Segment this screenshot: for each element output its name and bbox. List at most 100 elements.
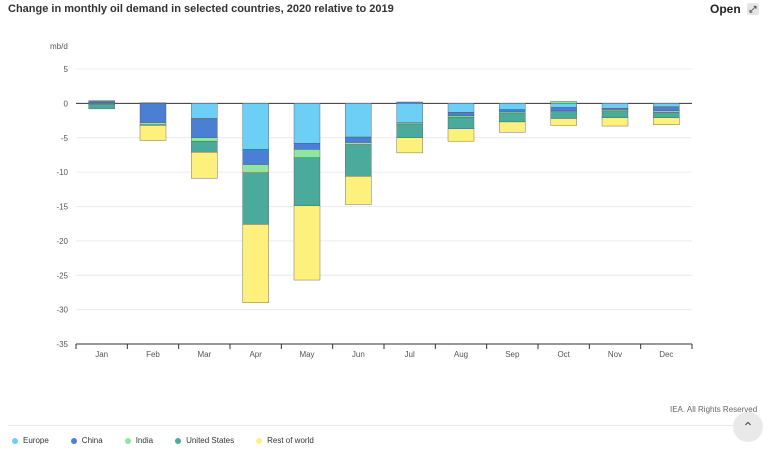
credit-text: IEA. All Rights Reserved: [670, 405, 758, 414]
bar-segment-united-states-mar[interactable]: [191, 140, 218, 153]
bar-segment-china-jan[interactable]: [88, 100, 115, 103]
legend-label: India: [135, 436, 154, 445]
bar-segment-rest-of-world-feb[interactable]: [139, 125, 167, 141]
y-tick-label: 5: [64, 65, 69, 74]
x-tick-label: Mar: [197, 350, 211, 359]
bar-segment-united-states-nov[interactable]: [601, 110, 629, 119]
bar-segment-united-states-dec[interactable]: [653, 112, 680, 119]
x-tick-label: Aug: [454, 350, 468, 359]
bar-segment-europe-mar[interactable]: [191, 103, 218, 119]
y-tick-label: -15: [56, 203, 68, 212]
bar-segment-europe-nov[interactable]: [601, 103, 629, 109]
bar-segment-india-jul[interactable]: [396, 122, 423, 125]
y-tick-label: -10: [56, 168, 68, 177]
y-tick-label: 0: [64, 99, 69, 108]
legend-item-india[interactable]: India: [124, 436, 154, 445]
bar-segment-china-jun[interactable]: [345, 136, 372, 143]
expand-icon: ⤢: [746, 3, 759, 15]
bar-segment-rest-of-world-may[interactable]: [293, 205, 321, 281]
bar-segment-europe-may[interactable]: [293, 103, 321, 144]
legend-item-china[interactable]: China: [70, 436, 103, 445]
x-tick-label: Jan: [95, 350, 108, 359]
x-tick-label: Oct: [557, 350, 570, 359]
x-tick-label: Apr: [249, 350, 262, 359]
bar-segment-united-states-aug[interactable]: [447, 116, 475, 130]
bar-segment-china-aug[interactable]: [447, 112, 475, 116]
y-tick-label: -5: [61, 134, 69, 143]
bar-segment-india-nov[interactable]: [601, 109, 629, 112]
legend-label: United States: [186, 436, 235, 445]
bar-segment-united-states-sep[interactable]: [499, 112, 526, 123]
bar-segment-india-feb[interactable]: [139, 122, 167, 125]
stacked-bar-chart: 5 0 -5 -10 -15 -20 -25 -30 -35 Jan Feb Mar Apr May Jun…: [50, 42, 693, 359]
bar-segment-rest-of-world-nov[interactable]: [601, 117, 629, 127]
y-tick-label: -25: [56, 271, 68, 280]
bar-segment-europe-sep[interactable]: [499, 103, 526, 110]
divider: [8, 425, 753, 426]
bar-segment-china-may[interactable]: [293, 143, 321, 150]
bar-segment-rest-of-world-dec[interactable]: [653, 117, 680, 125]
bar-segment-india-apr[interactable]: [242, 164, 269, 174]
legend-item-united-states[interactable]: United States: [175, 436, 234, 445]
y-tick-label: -20: [56, 237, 68, 246]
x-tick-label: Nov: [608, 350, 622, 359]
bar-segment-india-jun[interactable]: [345, 142, 372, 145]
bar-segment-china-mar[interactable]: [191, 118, 218, 138]
bar-segment-rest-of-world-sep[interactable]: [499, 121, 526, 133]
x-tick-label: Dec: [659, 350, 673, 359]
open-label: Open: [710, 2, 741, 16]
bar-segment-europe-oct[interactable]: [550, 103, 577, 108]
bar-segment-india-aug[interactable]: [447, 115, 475, 118]
bar-segment-china-jul[interactable]: [396, 101, 423, 104]
bar-segment-rest-of-world-apr[interactable]: [242, 224, 269, 303]
bar-segment-china-oct[interactable]: [550, 107, 577, 112]
legend-swatch: [124, 437, 131, 444]
bars-group: [88, 100, 680, 303]
bar-segment-rest-of-world-aug[interactable]: [447, 128, 475, 142]
legend-label: Europe: [23, 436, 49, 445]
bar-segment-united-states-oct[interactable]: [550, 110, 577, 119]
bar-segment-india-oct[interactable]: [550, 101, 577, 104]
bar-segment-china-apr[interactable]: [242, 149, 269, 165]
bar-segment-india-may[interactable]: [293, 149, 321, 158]
bar-segment-europe-dec[interactable]: [653, 103, 680, 108]
y-tick-label: -30: [56, 306, 68, 315]
legend-swatch: [12, 437, 18, 444]
bar-segment-india-dec[interactable]: [653, 110, 680, 113]
bar-segment-india-mar[interactable]: [191, 137, 218, 142]
bar-segment-europe-jul[interactable]: [396, 103, 423, 123]
bar-segment-rest-of-world-jul[interactable]: [396, 137, 423, 154]
bar-segment-europe-jun[interactable]: [345, 103, 372, 138]
axes-group: 5 0 -5 -10 -15 -20 -25 -30 -35 Jan Feb Mar Apr May Jun…: [56, 65, 693, 359]
legend-swatch: [256, 437, 263, 444]
legend-label: Rest of world: [267, 436, 314, 445]
bar-segment-rest-of-world-mar[interactable]: [191, 151, 218, 179]
x-tick-label: May: [299, 350, 314, 359]
legend-item-rest-of-world[interactable]: Rest of world: [256, 436, 314, 445]
x-tick-label: Feb: [146, 350, 160, 359]
scroll-to-top-button[interactable]: ⌃: [733, 412, 763, 442]
bar-segment-united-states-jul[interactable]: [396, 123, 423, 138]
grid-lines: [76, 68, 692, 345]
bar-segment-china-dec[interactable]: [653, 106, 680, 112]
bar-segment-united-states-jan[interactable]: [88, 103, 115, 110]
chevron-up-icon: ⌃: [742, 418, 754, 435]
open-button[interactable]: Open ⤢: [710, 2, 759, 16]
y-axis-label: mb/d: [50, 42, 68, 51]
bar-segment-united-states-may[interactable]: [293, 157, 321, 207]
legend-label: China: [81, 436, 103, 445]
bar-segment-china-sep[interactable]: [499, 109, 526, 112]
bar-segment-united-states-jun[interactable]: [345, 144, 372, 177]
bar-segment-china-feb[interactable]: [139, 103, 167, 123]
x-tick-label: Jul: [405, 350, 415, 359]
bar-segment-europe-apr[interactable]: [242, 103, 269, 150]
bar-segment-europe-aug[interactable]: [447, 103, 475, 113]
x-tick-label: Jun: [352, 350, 365, 359]
bar-segment-india-sep[interactable]: [499, 111, 526, 114]
bar-segment-rest-of-world-jun[interactable]: [345, 176, 372, 205]
bar-segment-rest-of-world-oct[interactable]: [550, 118, 577, 126]
bar-segment-china-nov[interactable]: [601, 107, 629, 110]
legend-item-europe[interactable]: Europe: [12, 436, 49, 445]
bar-segment-united-states-apr[interactable]: [242, 172, 269, 225]
legend: Europe China India United States Rest of wor…: [12, 436, 314, 445]
